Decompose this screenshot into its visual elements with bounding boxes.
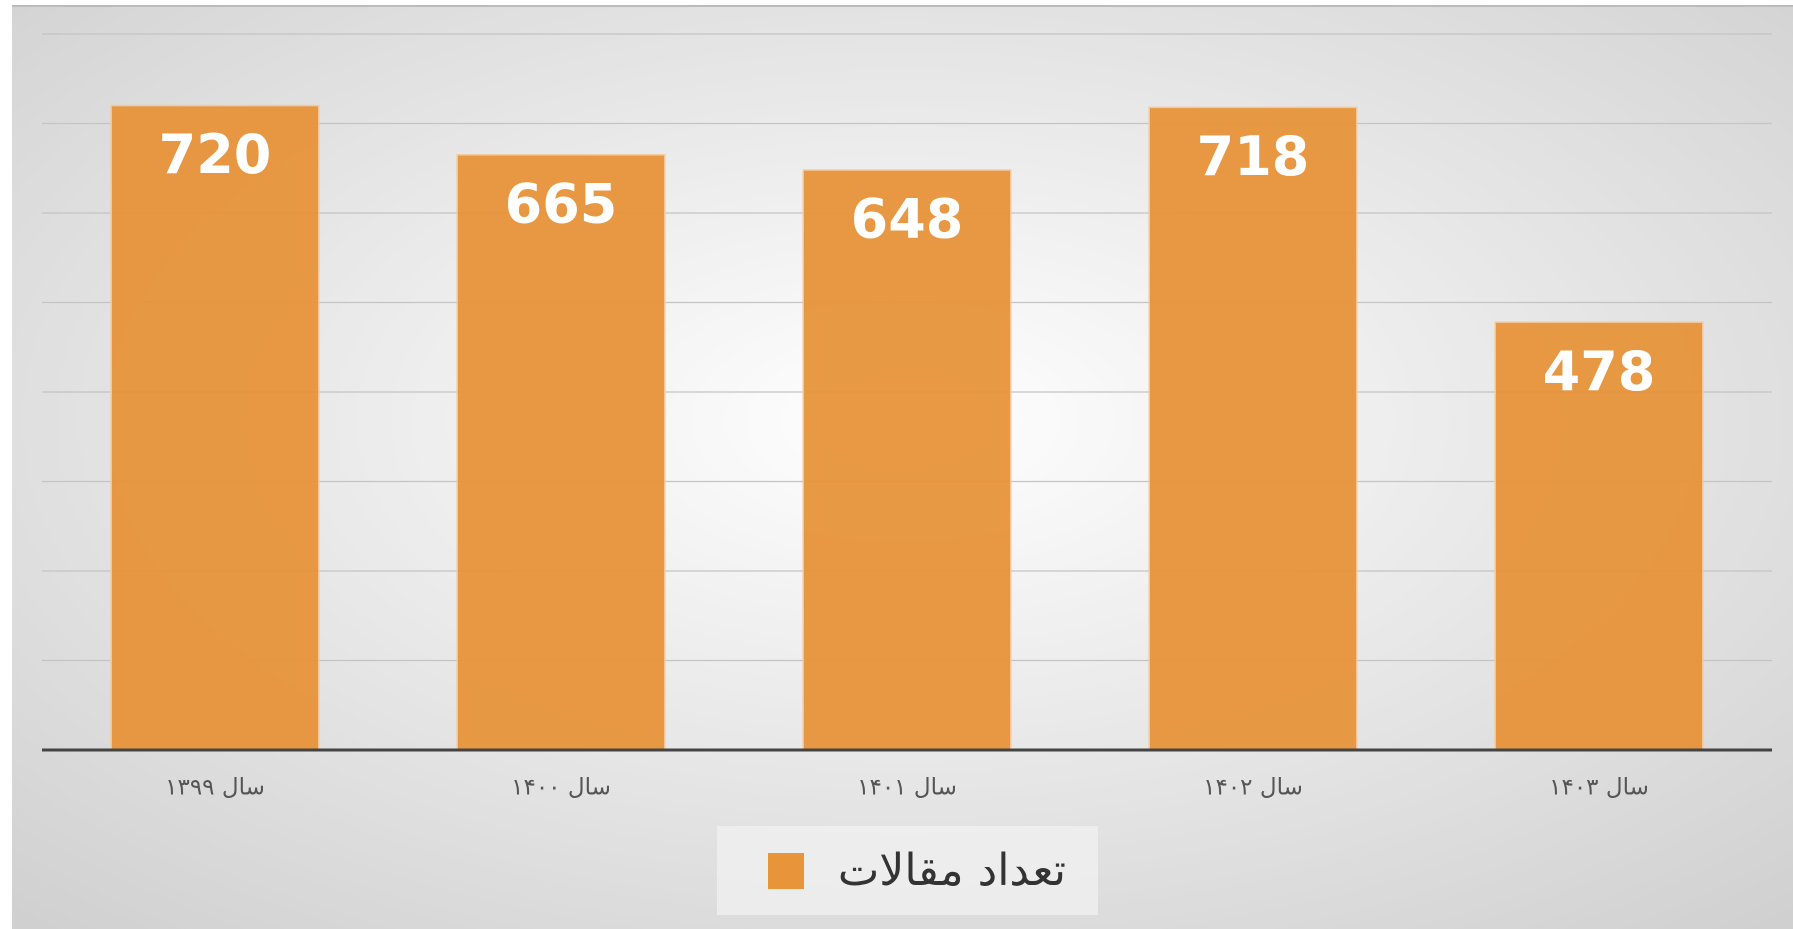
legend-label: تعداد مقالات: [838, 845, 1066, 896]
x-tick-label: سال ۱۴۰۳: [1549, 775, 1649, 801]
value-label: 718: [1197, 125, 1310, 188]
x-tick-label: سال ۱۴۰۰: [511, 775, 611, 801]
x-tick-label: سال ۱۳۹۹: [165, 775, 265, 801]
value-label: 478: [1543, 340, 1656, 403]
bar: [1148, 106, 1358, 751]
bar: [110, 104, 320, 751]
legend-swatch: [768, 853, 804, 889]
bar: [802, 169, 1012, 751]
bar: [456, 154, 666, 751]
bar: [1494, 321, 1704, 751]
x-tick-label: سال ۱۴۰۱: [857, 775, 957, 801]
value-label: 665: [505, 172, 618, 235]
value-label: 720: [159, 123, 272, 186]
x-tick-label: سال ۱۴۰۲: [1203, 775, 1303, 801]
value-label: 648: [851, 188, 964, 251]
